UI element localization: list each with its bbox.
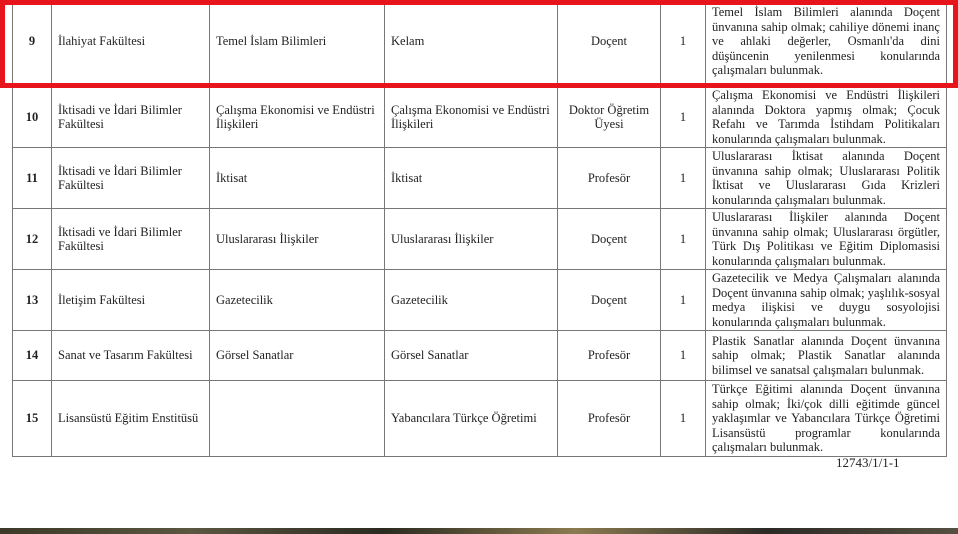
cell-title: Doçent	[557, 208, 661, 270]
cell-faculty: Sanat ve Tasarım Fakültesi	[51, 330, 210, 381]
cell-no: 11	[12, 147, 52, 209]
cell-department	[209, 380, 385, 457]
cell-requirements: Uluslararası İktisat alanında Doçent ünv…	[705, 147, 947, 209]
cell-count: 1	[660, 330, 706, 381]
table-row: 10 İktisadi ve İdari Bilimler Fakültesi Ça…	[12, 86, 947, 148]
cell-department: Çalışma Ekonomisi ve Endüstri İlişkileri	[209, 86, 385, 148]
cell-no: 12	[12, 208, 52, 270]
cell-department: İktisat	[209, 147, 385, 209]
cell-faculty: Lisansüstü Eğitim Enstitüsü	[51, 380, 210, 457]
cell-faculty: İktisadi ve İdari Bilimler Fakültesi	[51, 147, 210, 209]
cell-department: Görsel Sanatlar	[209, 330, 385, 381]
cell-program: Kelam	[384, 0, 558, 87]
cell-title: Profesör	[557, 147, 661, 209]
cell-faculty: İktisadi ve İdari Bilimler Fakültesi	[51, 86, 210, 148]
cell-faculty: İlahiyat Fakültesi	[51, 0, 210, 87]
table-row: 9 İlahiyat Fakültesi Temel İslam Bilimleri…	[12, 0, 947, 87]
cell-requirements: Uluslararası İlişkiler alanında Doçent ü…	[705, 208, 947, 270]
cell-title: Doçent	[557, 269, 661, 331]
cell-no: 10	[12, 86, 52, 148]
cell-count: 1	[660, 86, 706, 148]
table-row: 12 İktisadi ve İdari Bilimler Fakültesi Ul…	[12, 208, 947, 270]
table-row: 14 Sanat ve Tasarım Fakültesi Görsel Sanat…	[12, 330, 947, 381]
cell-program: İktisat	[384, 147, 558, 209]
cell-no: 9	[12, 0, 52, 87]
cell-title: Doktor Öğretim Üyesi	[557, 86, 661, 148]
cell-department: Uluslararası İlişkiler	[209, 208, 385, 270]
cell-program: Gazetecilik	[384, 269, 558, 331]
table-row: 11 İktisadi ve İdari Bilimler Fakültesi İk…	[12, 147, 947, 209]
cell-title: Profesör	[557, 380, 661, 457]
cell-requirements: Plastik Sanatlar alanında Doçent ünvanın…	[705, 330, 947, 381]
cell-department: Gazetecilik	[209, 269, 385, 331]
table-row: 13 İletişim Fakültesi Gazetecilik Gazetecil…	[12, 269, 947, 331]
cell-no: 14	[12, 330, 52, 381]
highlight-box-row-9	[0, 0, 958, 88]
cell-program: Görsel Sanatlar	[384, 330, 558, 381]
cell-requirements: Gazetecilik ve Medya Çalışmaları alanınd…	[705, 269, 947, 331]
cell-title: Profesör	[557, 330, 661, 381]
cell-count: 1	[660, 0, 706, 87]
document-reference: 12743/1/1-1	[836, 455, 900, 470]
cell-requirements: Temel İslam Bilimleri alanında Doçent ün…	[705, 0, 947, 87]
cell-department: Temel İslam Bilimleri	[209, 0, 385, 87]
cell-requirements: Türkçe Eğitimi alanında Doçent ünvanına …	[705, 380, 947, 457]
table-row: 15 Lisansüstü Eğitim Enstitüsü Yabancılara…	[12, 380, 947, 457]
cell-requirements: Çalışma Ekonomisi ve Endüstri İlişkileri…	[705, 86, 947, 148]
cell-no: 15	[12, 380, 52, 457]
cell-count: 1	[660, 147, 706, 209]
cell-count: 1	[660, 208, 706, 270]
cell-program: Çalışma Ekonomisi ve Endüstri İlişkileri	[384, 86, 558, 148]
cell-count: 1	[660, 269, 706, 331]
cell-count: 1	[660, 380, 706, 457]
cell-no: 13	[12, 269, 52, 331]
background-photo-strip	[0, 528, 958, 534]
cell-program: Uluslararası İlişkiler	[384, 208, 558, 270]
positions-table: 9 İlahiyat Fakültesi Temel İslam Bilimleri…	[12, 0, 947, 457]
cell-faculty: İktisadi ve İdari Bilimler Fakültesi	[51, 208, 210, 270]
cell-faculty: İletişim Fakültesi	[51, 269, 210, 331]
cell-program: Yabancılara Türkçe Öğretimi	[384, 380, 558, 457]
